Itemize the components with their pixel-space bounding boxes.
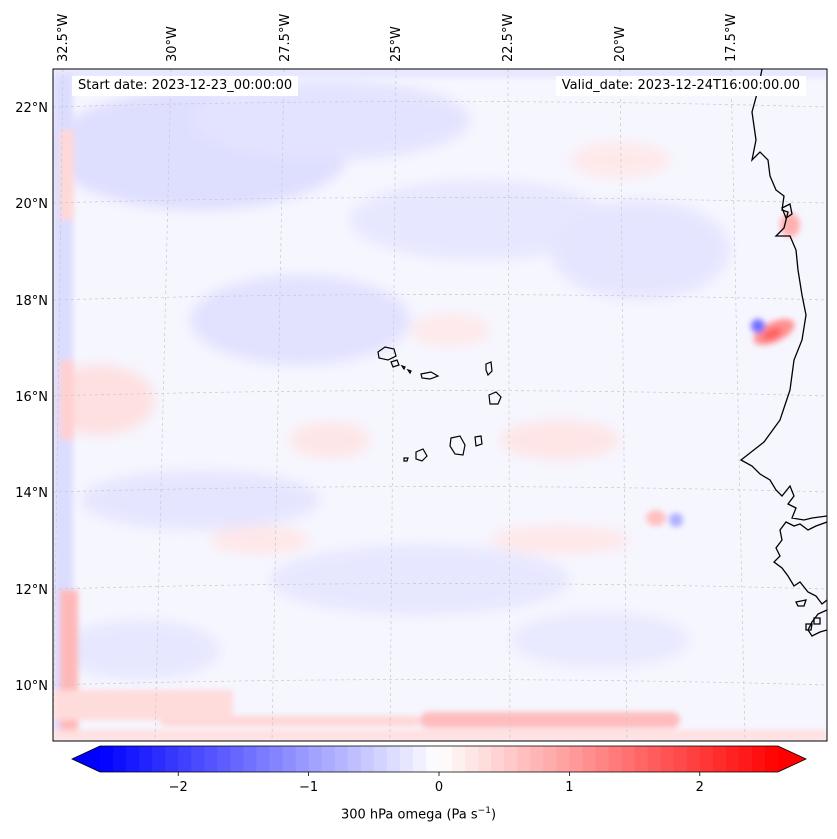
colorbar-bin [439,746,453,772]
colorbar-label-close: ) [490,807,497,823]
colorbar-bin [139,746,153,772]
colorbar-label-text: 300 hPa omega (Pa s [340,807,478,823]
colorbar-outline [71,745,807,773]
colorbar-bin [569,746,584,772]
colorbar-tick-label: 0 [435,780,443,795]
colorbar-bin [113,746,127,772]
lon-label: 27.5°W [278,14,293,62]
colorbar-bin [504,746,518,772]
lat-label: 22°N [15,101,48,116]
map-frame [52,68,828,742]
colorbar-bin [425,746,440,772]
colorbar-bin [412,746,427,772]
lat-label: 20°N [15,197,48,212]
colorbar-bin [465,746,479,772]
colorbar-bin [634,746,649,772]
colorbar-bin [530,746,544,772]
colorbar-bin [100,746,114,772]
lat-label: 12°N [15,583,48,598]
colorbar: −2 −1 0 1 2 [71,745,807,795]
colorbar-bin [660,746,675,772]
cape-verde-islands [377,346,502,462]
colorbar-bin [204,746,218,772]
colorbar-bin [399,746,414,772]
colorbar-bin [308,746,323,772]
colorbar-bin [321,746,336,772]
colorbar-bin [373,746,388,772]
colorbar-bin [595,746,610,772]
colorbar-tick-label: 2 [696,780,704,795]
lon-label: 22.5°W [501,14,516,62]
lon-label: 32.5°W [56,14,71,62]
colorbar-bin [178,746,192,772]
lat-label: 16°N [15,390,48,405]
colorbar-bin [126,746,140,772]
lon-label: 20°W [613,26,628,62]
lat-label: 14°N [15,486,48,501]
latitude-labels: 22°N 20°N 18°N 16°N 14°N 12°N 10°N [15,101,48,694]
colorbar-bin [608,746,623,772]
colorbar-bin [621,746,636,772]
colorbar-bin [360,746,375,772]
start-date-label: Start date: 2023-12-23_00:00:00 [72,76,299,96]
colorbar-label: 300 hPa omega (Pa s−1) [0,806,837,822]
colorbar-bin [217,746,231,772]
colorbar-max-extend [778,746,806,772]
colorbar-bin [543,746,557,772]
colorbar-bin [243,746,258,772]
colorbar-bin [712,746,727,772]
colorbar-ticks: −2 −1 0 1 2 [169,772,704,795]
colorbar-bin [269,746,284,772]
colorbar-bin [334,746,349,772]
colorbar-bin [256,746,271,772]
lat-label: 10°N [15,679,48,694]
lat-label: 18°N [15,294,48,309]
colorbar-bin [347,746,362,772]
colorbar-bin [517,746,531,772]
colorbar-bin [282,746,297,772]
colorbar-bin [165,746,179,772]
colorbar-bin [556,746,570,772]
colorbar-bin [295,746,310,772]
colorbar-bin [764,746,779,772]
colorbar-bin [751,746,766,772]
colorbar-bin [386,746,401,772]
graticule [53,69,827,741]
colorbar-bin [725,746,740,772]
colorbar-bin [738,746,753,772]
colorbar-tick-label: −1 [299,780,318,795]
colorbar-bin [478,746,492,772]
colorbar-bin [452,746,466,772]
longitude-labels: 32.5°W 30°W 27.5°W 25°W 22.5°W 20°W 17.5… [56,14,739,62]
colorbar-bin [673,746,688,772]
colorbar-label-exponent: −1 [477,806,491,816]
lon-label: 17.5°W [724,14,739,62]
omega-field [53,69,827,741]
colorbar-min-extend [72,746,100,772]
colorbar-bin [191,746,205,772]
colorbar-bin [491,746,505,772]
colorbar-bin [582,746,597,772]
colorbar-bin [647,746,662,772]
african-coastline [739,69,827,637]
colorbar-bin [230,746,245,772]
colorbar-bin [699,746,714,772]
colorbar-bin [152,746,166,772]
colorbar-tick-label: −2 [169,780,188,795]
lon-label: 30°W [165,26,180,62]
colorbar-bins [100,746,779,772]
colorbar-bin [686,746,701,772]
lon-label: 25°W [389,26,404,62]
valid-date-label: Valid_date: 2023-12-24T16:00:00.00 [555,76,806,96]
colorbar-tick-label: 1 [565,780,573,795]
